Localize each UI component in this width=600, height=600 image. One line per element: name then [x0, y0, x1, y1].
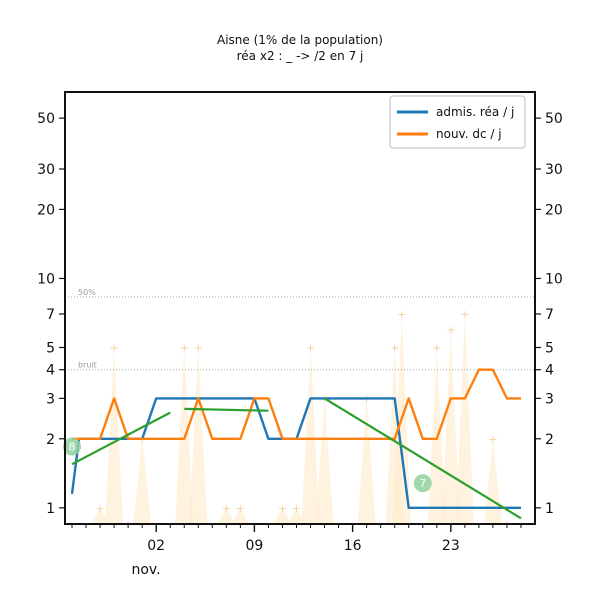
raw-point-10: + [306, 341, 315, 354]
y-tick-label-right-5: 7 [545, 307, 554, 323]
raw-point-15: + [432, 341, 441, 354]
y-tick-label-left-7: 20 [37, 202, 55, 218]
marker-circle-0 [63, 437, 82, 456]
y-tick-label-left-9: 50 [37, 111, 55, 127]
y-tick-label-right-6: 10 [545, 271, 563, 287]
y-tick-label-left-1: 2 [46, 432, 55, 448]
marker-label-0: 8 [69, 441, 76, 454]
raw-point-0: + [95, 502, 104, 515]
x-tick-label-3: 23 [442, 538, 460, 554]
legend: admis. réa / j nouv. dc / j [389, 95, 526, 149]
chart-subtitle: réa x2 : _ -> /2 en 7 j [237, 49, 364, 63]
y-tick-label-right-3: 4 [545, 363, 554, 379]
y-tick-label-right-8: 30 [545, 162, 563, 178]
raw-spike-10 [301, 347, 320, 524]
legend-label-deces: nouv. dc / j [436, 127, 502, 141]
raw-point-17: + [460, 308, 469, 321]
plot-frame [64, 91, 536, 525]
reference-label-1: bruit [78, 361, 97, 370]
series-layer [70, 368, 522, 520]
marker-layer: 87 [63, 437, 432, 493]
x-tick-label-1: 09 [245, 538, 263, 554]
raw-spike-6 [217, 507, 236, 524]
raw-spike-7 [231, 507, 250, 524]
raw-spike-8 [273, 507, 292, 524]
raw-spike-18 [483, 438, 502, 524]
y-tick-label-left-5: 7 [46, 307, 55, 323]
legend-label-admis: admis. réa / j [436, 105, 514, 119]
y-tick-label-right-1: 2 [545, 432, 554, 448]
raw-point-14: + [397, 308, 406, 321]
y-tick-label-left-0: 1 [46, 501, 55, 517]
raw-spike-0 [91, 507, 110, 524]
reference-lines: 50% bruit [65, 288, 535, 371]
raw-spike-11 [315, 398, 334, 524]
series-line-1 [72, 368, 521, 440]
marker-label-1: 7 [419, 477, 426, 490]
y-tick-label-left-2: 3 [46, 391, 55, 407]
trend-line-0 [71, 411, 171, 466]
y-axis-left: 1 2 3 4 5 7 10 20 30 50 [37, 111, 65, 517]
raw-point-13: + [390, 341, 399, 354]
raw-point-5: + [194, 341, 203, 354]
raw-point-16: + [446, 323, 455, 336]
raw-spike-12 [357, 398, 376, 524]
raw-point-18: + [488, 433, 497, 446]
trend-line-2 [324, 397, 522, 520]
raw-spike-16 [441, 329, 460, 524]
y-tick-label-right-9: 50 [545, 111, 563, 127]
x-month-label: nov. [131, 562, 160, 578]
y-tick-label-left-8: 30 [37, 162, 55, 178]
x-tick-label-2: 16 [344, 538, 362, 554]
raw-point-8: + [278, 502, 287, 515]
raw-point-1: + [109, 341, 118, 354]
y-tick-label-left-4: 5 [46, 340, 55, 356]
marker-circle-1 [413, 474, 432, 493]
raw-point-9: + [292, 502, 301, 515]
raw-spike-17 [455, 313, 474, 524]
y-tick-label-left-3: 4 [46, 363, 55, 379]
trend-line-1 [184, 407, 269, 412]
raw-spike-5 [189, 347, 208, 524]
raw-spike-9 [287, 507, 306, 524]
chart-title: Aisne (1% de la population) [217, 33, 383, 47]
y-tick-label-right-4: 5 [545, 340, 554, 356]
y-tick-label-left-6: 10 [37, 271, 55, 287]
x-axis: 02 09 16 23 [71, 524, 522, 554]
reference-label-0: 50% [78, 288, 96, 297]
y-tick-label-right-7: 20 [545, 202, 563, 218]
y-tick-label-right-0: 1 [545, 501, 554, 517]
raw-spike-1 [105, 347, 124, 524]
raw-point-4: + [180, 341, 189, 354]
raw-spike-3 [133, 438, 152, 524]
y-tick-label-right-2: 3 [545, 391, 554, 407]
raw-point-7: + [236, 502, 245, 515]
raw-point-6: + [222, 502, 231, 515]
y-axis-right: 1 2 3 4 5 7 10 20 30 50 [535, 111, 563, 517]
x-tick-label-0: 02 [147, 538, 165, 554]
